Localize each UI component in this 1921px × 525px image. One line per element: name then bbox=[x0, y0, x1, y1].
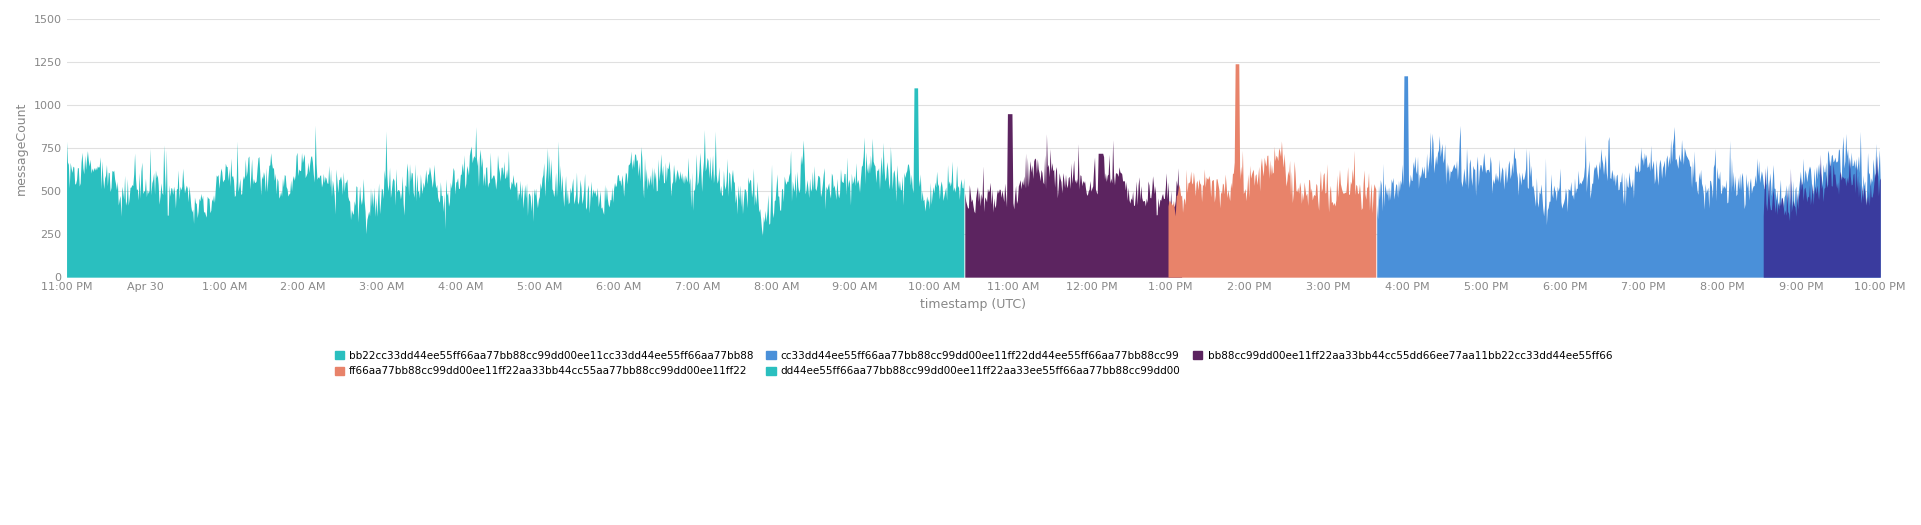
Legend: bb22cc33dd44ee55ff66aa77bb88cc99dd00ee11cc33dd44ee55ff66aa77bb88, ff66aa77bb88cc: bb22cc33dd44ee55ff66aa77bb88cc99dd00ee11… bbox=[330, 347, 1616, 381]
Y-axis label: messageCount: messageCount bbox=[15, 101, 29, 195]
X-axis label: timestamp (UTC): timestamp (UTC) bbox=[920, 298, 1026, 311]
